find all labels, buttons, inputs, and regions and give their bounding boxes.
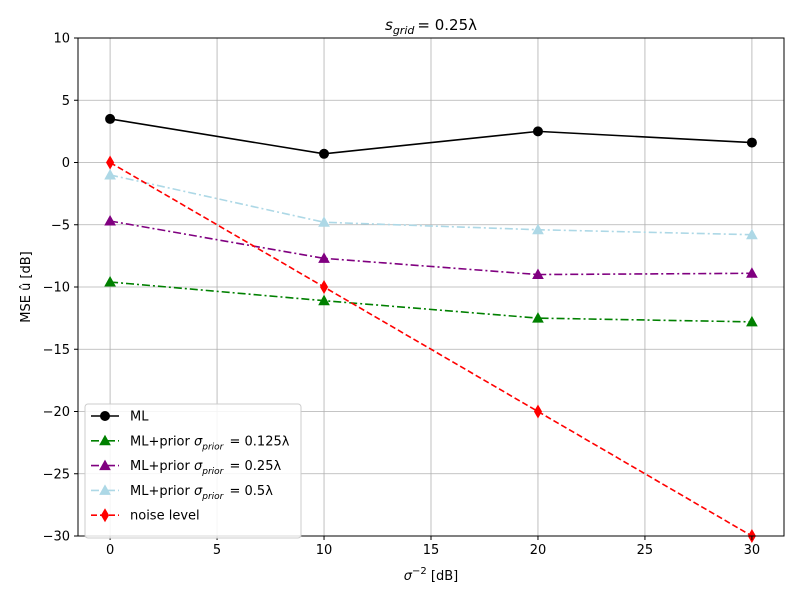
- y-tick-label: −20: [43, 405, 70, 420]
- data-point: [318, 252, 330, 263]
- legend-entry: noise level: [91, 508, 200, 524]
- x-tick-label: 25: [637, 543, 654, 558]
- data-point: [319, 280, 329, 294]
- x-tick-label: 30: [744, 543, 761, 558]
- series-layer: [104, 113, 758, 543]
- chart-title: sgrid = 0.25λ: [385, 16, 477, 37]
- x-axis-label-main: σ: [404, 569, 413, 584]
- legend-label: ML+prior σprior = 0.125λ: [130, 434, 290, 452]
- series-line: [109, 220, 752, 276]
- legend: ML ML+prior σprior = 0.125λ ML+prior σprio…: [84, 403, 302, 539]
- y-tick-label: −30: [43, 530, 70, 545]
- legend-entry: ML+prior σprior = 0.5λ: [91, 484, 273, 502]
- legend-label: ML+prior σprior = 0.25λ: [130, 459, 281, 477]
- axis-ticks: 0 5 10 15 20 25 30 −30 −25 −20 −15 −10 −5 0 5 10: [43, 32, 761, 559]
- data-point: [532, 312, 544, 323]
- x-tick-label: 10: [316, 543, 333, 558]
- legend-entry: ML+prior σprior = 0.25λ: [91, 459, 281, 477]
- grid-lines: [78, 37, 784, 537]
- x-axis-label-rest: [dB]: [427, 569, 458, 584]
- series-line: [109, 161, 753, 537]
- legend-box: [84, 403, 302, 539]
- title-rest: = 0.25λ: [417, 16, 477, 34]
- legend-marker: [99, 434, 111, 446]
- y-tick-label: 5: [62, 94, 70, 109]
- legend-label: noise level: [130, 509, 200, 524]
- y-tick-label: −5: [51, 218, 70, 233]
- legend-entry: ML: [91, 410, 149, 425]
- data-point: [319, 148, 330, 159]
- y-tick-label: −10: [43, 281, 70, 296]
- series-line: [109, 118, 752, 155]
- data-point: [104, 275, 116, 287]
- legend-entry: ML+prior σprior = 0.125λ: [91, 434, 290, 452]
- data-point: [106, 155, 115, 170]
- series-3: [104, 168, 758, 240]
- x-tick-label: 0: [106, 543, 114, 558]
- y-axis-label: MSE û [dB]: [19, 251, 34, 323]
- series-line: [110, 281, 752, 323]
- data-point: [532, 126, 543, 137]
- title-subscript: grid: [393, 24, 416, 37]
- legend-label: ML+prior σprior = 0.5λ: [130, 484, 273, 502]
- x-tick-label: 5: [213, 543, 221, 558]
- y-tick-label: 0: [62, 156, 70, 171]
- title-main: s: [385, 16, 393, 34]
- legend-marker: [100, 508, 110, 523]
- legend-label: ML: [130, 410, 149, 425]
- y-tick-label: 10: [53, 32, 70, 47]
- series-1: [104, 275, 758, 327]
- data-point: [104, 168, 116, 180]
- x-axis-label-superscript: −2: [412, 566, 427, 577]
- data-point: [746, 228, 758, 240]
- data-point: [746, 315, 758, 327]
- data-point: [318, 294, 330, 306]
- series-line: [109, 174, 752, 236]
- legend-marker: [100, 411, 110, 421]
- y-tick-label: −15: [43, 343, 70, 358]
- data-point: [318, 216, 330, 227]
- data-point: [533, 404, 543, 419]
- data-point: [746, 267, 758, 278]
- y-tick-label: −25: [43, 467, 70, 482]
- data-point: [105, 113, 116, 124]
- legend-marker: [99, 459, 111, 471]
- data-point: [532, 223, 544, 235]
- x-tick-label: 15: [423, 543, 440, 558]
- data-point: [532, 268, 544, 280]
- data-point: [746, 137, 757, 148]
- x-axis-label: σ−2 [dB]: [404, 566, 458, 584]
- legend-marker: [99, 484, 111, 495]
- data-point: [104, 214, 116, 226]
- x-tick-label: 20: [530, 543, 547, 558]
- series-4: [106, 155, 756, 543]
- series-2: [104, 214, 758, 280]
- legend-items: ML ML+prior σprior = 0.125λ ML+prior σprio…: [91, 410, 290, 524]
- series-0: [105, 113, 757, 159]
